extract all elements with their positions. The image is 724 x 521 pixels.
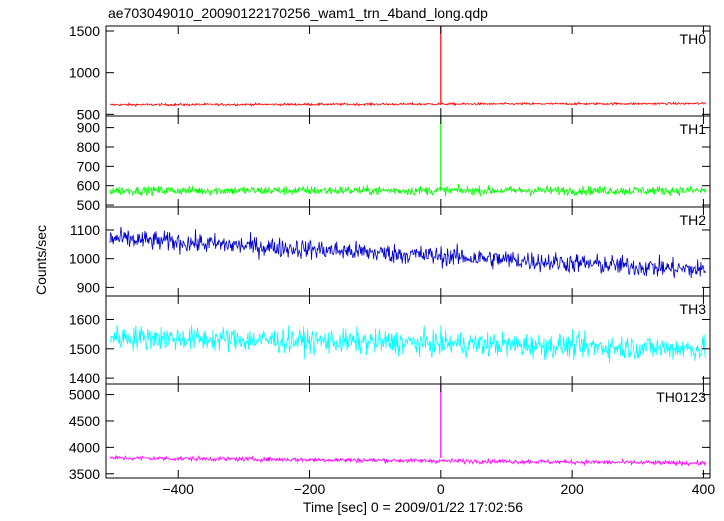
series-line-th1 bbox=[109, 183, 707, 197]
panel-label: TH3 bbox=[680, 301, 707, 317]
y-tick-label: 1000 bbox=[69, 65, 100, 81]
y-tick-label: 700 bbox=[77, 158, 101, 174]
panel-label: TH0123 bbox=[656, 389, 706, 405]
panels-group: 500 1000 1500 TH0 500 600 700 800 900 TH1 900 1000 1… bbox=[69, 23, 715, 497]
y-axis-label: Counts/sec bbox=[33, 225, 49, 295]
y-tick-label: 600 bbox=[77, 178, 101, 194]
y-tick-label: 500 bbox=[77, 106, 101, 122]
panel-th0123: 3500 4000 4500 5000 TH0123 bbox=[69, 383, 711, 482]
panel-th2: 900 1000 1100 TH2 bbox=[69, 206, 711, 297]
x-tick-label: −400 bbox=[162, 481, 194, 497]
x-axis-label: Time [sec] 0 = 2009/01/22 17:02:56 bbox=[303, 499, 523, 515]
y-tick-label: 4500 bbox=[69, 413, 100, 429]
series-line-th2 bbox=[109, 226, 707, 278]
y-tick-label: 3500 bbox=[69, 466, 100, 482]
y-tick-label: 4000 bbox=[69, 439, 100, 455]
series-line-th0 bbox=[109, 101, 707, 108]
y-tick-label: 500 bbox=[77, 197, 101, 213]
x-tick-label: 400 bbox=[692, 481, 716, 497]
x-tick-label: −200 bbox=[294, 481, 326, 497]
y-tick-label: 1600 bbox=[69, 311, 100, 327]
y-tick-label: 1500 bbox=[69, 23, 100, 39]
panel-th3: 1400 1500 1600 TH3 bbox=[69, 295, 711, 386]
y-tick-label: 900 bbox=[77, 279, 101, 295]
series-line-th3 bbox=[109, 324, 707, 364]
panel-label: TH2 bbox=[680, 212, 707, 228]
series-line-th0123 bbox=[109, 454, 707, 467]
panel-frame bbox=[105, 25, 711, 117]
y-tick-label: 1100 bbox=[70, 222, 100, 238]
y-tick-label: 1400 bbox=[69, 370, 100, 386]
panel-th0: 500 1000 1500 TH0 bbox=[69, 23, 711, 122]
panel-label: TH1 bbox=[680, 121, 707, 137]
y-tick-label: 900 bbox=[77, 120, 101, 136]
panel-frame bbox=[105, 383, 711, 479]
chart-title: ae703049010_20090122170256_wam1_trn_4ban… bbox=[108, 5, 488, 21]
y-tick-label: 1500 bbox=[69, 341, 100, 357]
x-tick-label: 0 bbox=[437, 481, 445, 497]
panel-th1: 500 600 700 800 900 TH1 bbox=[77, 115, 711, 213]
y-tick-label: 5000 bbox=[69, 387, 100, 403]
panel-frame bbox=[105, 206, 711, 297]
panel-label: TH0 bbox=[680, 31, 707, 47]
y-tick-label: 1000 bbox=[69, 251, 100, 267]
x-tick-label: 200 bbox=[560, 481, 584, 497]
y-tick-label: 800 bbox=[77, 139, 101, 155]
